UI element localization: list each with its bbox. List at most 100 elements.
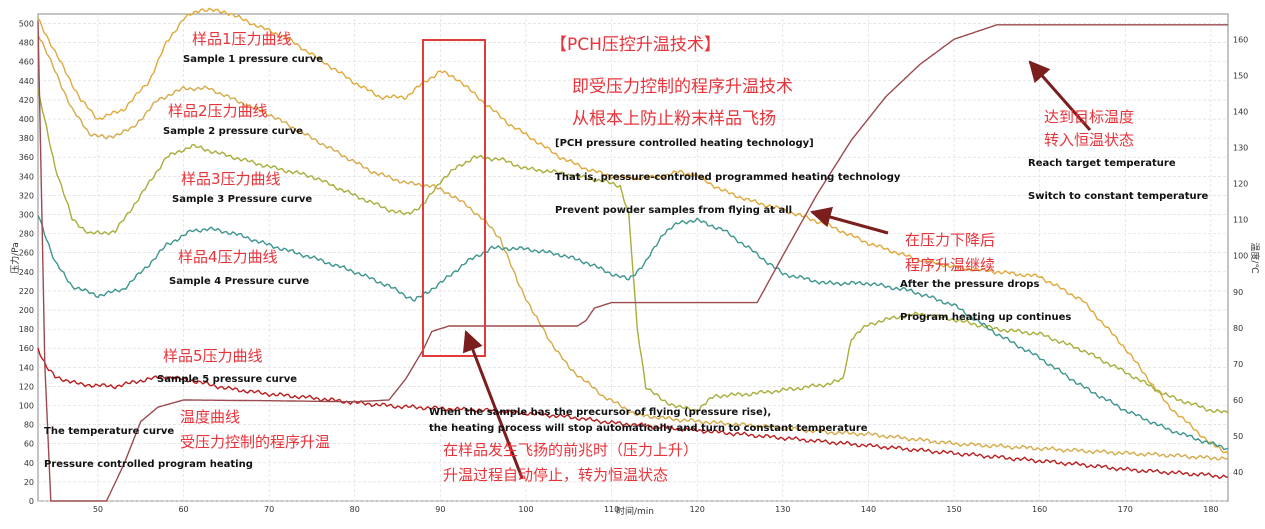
precursor-cn-1: 在样品发生飞扬的前兆时（压力上升） [443, 441, 698, 459]
series-line-5 [37, 347, 1228, 480]
y-left-tick: 200 [19, 306, 34, 315]
y-right-tick: 70 [1233, 360, 1243, 369]
y-left-tick: 380 [19, 134, 34, 143]
temp-label-cn-2: 受压力控制的程序升温 [180, 433, 330, 451]
y-left-tick: 240 [19, 268, 34, 277]
temp-label-en-2: Pressure controlled program heating [44, 459, 253, 470]
y-right-tick: 120 [1233, 180, 1248, 189]
x-tick: 160 [1032, 505, 1047, 514]
desc-cn-2: 从根本上防止粉末样品飞扬 [572, 109, 776, 129]
drop-en-2: Program heating up continues [900, 312, 1071, 323]
x-tick: 90 [435, 505, 445, 514]
x-tick: 150 [946, 505, 961, 514]
drop-en-1: After the pressure drops [900, 279, 1039, 290]
precursor-en-2: the heating process will stop automatica… [429, 423, 868, 434]
y-right-tick: 80 [1233, 324, 1243, 333]
series-line-1 [37, 7, 1229, 454]
x-tick: 140 [861, 505, 876, 514]
precursor-cn-2: 升温过程自动停止，转为恒温状态 [443, 466, 668, 484]
desc-en-3: Prevent powder samples from flying at al… [555, 205, 792, 216]
x-tick: 100 [518, 505, 533, 514]
drop-cn-2: 程序升温继续 [905, 256, 995, 274]
y-right-tick: 130 [1233, 143, 1248, 152]
x-tick: 70 [264, 505, 274, 514]
x-tick: 120 [690, 505, 705, 514]
y-left-tick: 160 [19, 344, 34, 353]
s3-label-cn: 样品3压力曲线 [181, 170, 281, 188]
y-left-tick: 300 [19, 211, 34, 220]
y-left-tick: 80 [24, 421, 34, 430]
s2-label-en: Sample 2 pressure curve [163, 126, 303, 137]
temp-label-cn-1: 温度曲线 [180, 408, 240, 426]
y-left-tick: 320 [19, 191, 34, 200]
y-right-tick: 60 [1233, 396, 1243, 405]
y-left-tick: 180 [19, 325, 34, 334]
axis-ticks: 0 20 40 60 80 100 120 140 160 180 200 220 240 260 280 3… [19, 20, 1249, 514]
y-left-tick: 500 [19, 20, 34, 29]
s4-label-en: Sample 4 Pressure curve [169, 276, 309, 287]
y-left-tick: 60 [24, 440, 34, 449]
y-left-tick: 420 [19, 96, 34, 105]
x-tick: 180 [1203, 505, 1218, 514]
y-right-tick: 160 [1233, 35, 1248, 44]
s4-label-cn: 样品4压力曲线 [178, 248, 278, 266]
desc-en-1: [PCH pressure controlled heating technol… [555, 138, 814, 149]
series-lines [37, 7, 1229, 502]
y-left-tick: 40 [24, 459, 34, 468]
s2-label-cn: 样品2压力曲线 [168, 102, 268, 120]
y-right-tick: 110 [1233, 216, 1248, 225]
s5-label-cn: 样品5压力曲线 [163, 347, 263, 365]
desc-cn-1: 即受压力控制的程序升温技术 [572, 77, 793, 97]
s1-label-cn: 样品1压力曲线 [192, 30, 292, 48]
x-tick: 50 [93, 505, 103, 514]
y-right-tick: 150 [1233, 71, 1248, 80]
x-tick: 60 [178, 505, 188, 514]
y-right-tick: 100 [1233, 252, 1248, 261]
y-left-tick: 260 [19, 249, 34, 258]
y-left-tick: 400 [19, 115, 34, 124]
y-left-tick: 100 [19, 402, 34, 411]
x-axis-title: 时间/min [616, 505, 654, 517]
y-left-tick: 20 [24, 478, 34, 487]
plot-area [37, 13, 1229, 502]
s3-label-en: Sample 3 Pressure curve [172, 194, 312, 205]
series-line-2 [37, 34, 1229, 461]
series-line-6 [37, 21, 1228, 502]
series-line-4 [37, 215, 1229, 451]
desc-en-2: That is, pressure-controlled programmed … [555, 172, 901, 183]
target-en-2: Switch to constant temperature [1028, 191, 1209, 202]
x-tick: 110 [604, 505, 619, 514]
y-left-tick: 120 [19, 382, 34, 391]
arrow-precursor [462, 330, 524, 479]
y-left-tick: 220 [19, 287, 34, 296]
y-left-tick: 360 [19, 153, 34, 162]
y-left-tick: 140 [19, 363, 34, 372]
y-left-tick: 280 [19, 230, 34, 239]
y-left-tick: 340 [19, 172, 34, 181]
y-right-axis-title: 温度/℃ [1249, 242, 1261, 273]
s1-label-en: Sample 1 pressure curve [183, 54, 323, 65]
y-right-tick: 40 [1233, 468, 1243, 477]
target-cn-2: 转入恒温状态 [1044, 131, 1134, 149]
series-line-3 [37, 88, 1229, 414]
arrow-target [1028, 60, 1092, 131]
s5-label-en: Sample 5 pressure curve [157, 374, 297, 385]
target-cn-1: 达到目标温度 [1044, 108, 1134, 126]
y-left-tick: 440 [19, 77, 34, 86]
y-left-axis-title: 压力/Pa [9, 242, 21, 274]
x-tick: 80 [350, 505, 360, 514]
y-right-tick: 140 [1233, 107, 1248, 116]
drop-cn-1: 在压力下降后 [905, 231, 995, 249]
temp-label-en-1: The temperature curve [44, 426, 174, 437]
x-tick: 130 [775, 505, 790, 514]
y-right-tick: 50 [1233, 432, 1243, 441]
y-left-tick: 480 [19, 39, 34, 48]
title-cn: 【PCH压控升温技术】 [550, 35, 721, 55]
x-tick: 170 [1118, 505, 1133, 514]
highlight-box [422, 39, 486, 357]
y-right-tick: 90 [1233, 288, 1243, 297]
y-left-tick: 460 [19, 58, 34, 67]
y-left-tick: 0 [29, 497, 34, 506]
